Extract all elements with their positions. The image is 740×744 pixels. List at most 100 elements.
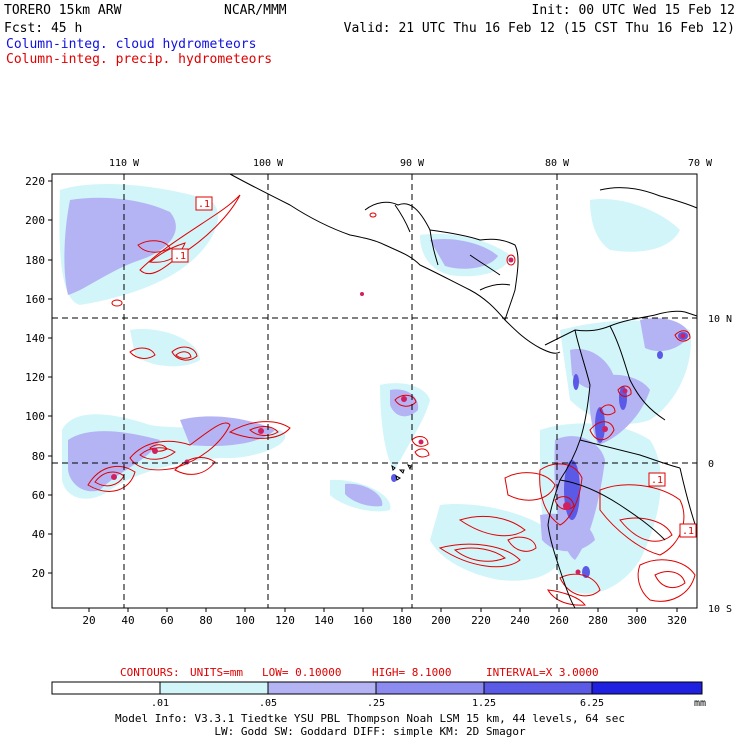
precip-contour xyxy=(171,346,198,361)
precip-contour xyxy=(394,394,417,407)
galapagos-islands xyxy=(391,464,412,481)
precip-contour xyxy=(599,404,616,416)
precip-contour xyxy=(111,299,123,307)
precip-contour xyxy=(249,426,279,436)
precip-core xyxy=(418,439,424,445)
contour-info: CONTOURS: UNITS=mm LOW= 0.10000 HIGH= 8.… xyxy=(120,666,599,679)
border-colombia-venezuela xyxy=(609,325,666,421)
lon-label-110w: 110 W xyxy=(109,158,140,169)
lon-label-80w: 80 W xyxy=(545,158,570,169)
precip-core xyxy=(563,502,571,510)
x-tick-label: 40 xyxy=(121,614,134,627)
precip-contour xyxy=(139,447,176,460)
colorbar-segment xyxy=(160,682,268,694)
y-tick-label: 120 xyxy=(25,371,45,384)
precip-contour xyxy=(369,212,377,218)
precip-contour xyxy=(228,421,291,439)
coastlines xyxy=(229,173,698,609)
contour-label-boxes: .1 .1 .1 .1 xyxy=(171,196,697,538)
precip-contour xyxy=(458,515,526,537)
precip-contour xyxy=(504,472,556,501)
lat-lon-grid xyxy=(52,174,697,608)
footer-model-info: Model Info: V3.3.1 Tiedtke YSU PBL Thomp… xyxy=(115,712,625,725)
y-tick-label: 180 xyxy=(25,254,45,267)
x-tick-label: 100 xyxy=(235,614,255,627)
contour-label: .1 xyxy=(174,251,186,262)
contour-label: .1 xyxy=(198,199,210,210)
x-tick-label: 140 xyxy=(314,614,334,627)
precip-contour xyxy=(617,385,632,397)
colorbar-label: 1.25 xyxy=(472,698,496,709)
y-axis-ticks xyxy=(48,180,52,574)
cloud-region xyxy=(430,238,498,269)
cuba-outline xyxy=(599,187,698,209)
map-plot-area: .1 .1 .1 .1 xyxy=(51,173,698,609)
precip-contour xyxy=(589,421,615,441)
cloud-region xyxy=(540,513,595,552)
header-model: TORERO 15km ARW xyxy=(4,3,122,18)
x-tick-label: 200 xyxy=(431,614,451,627)
coastline-venezuela xyxy=(654,310,698,317)
precip-contour xyxy=(139,194,241,275)
precip-contour xyxy=(539,463,583,526)
cloud-region xyxy=(640,318,690,352)
colorbar-label: .25 xyxy=(367,698,385,709)
precip-contour xyxy=(559,573,601,597)
coastline-central-america xyxy=(229,173,561,354)
x-tick-label: 80 xyxy=(199,614,212,627)
precip-contour xyxy=(87,465,136,492)
contour-info-units: UNITS=mm xyxy=(190,666,243,679)
header-fcst: Fcst: 45 h xyxy=(4,21,82,36)
top-longitude-labels: 110 W 100 W 90 W 80 W 70 W xyxy=(109,158,713,169)
cloud-region xyxy=(590,199,680,252)
lat-label-equator: 0 xyxy=(708,459,714,470)
cloud-region xyxy=(130,329,200,367)
colorbar-label: 6.25 xyxy=(580,698,604,709)
y-tick-label: 220 xyxy=(25,175,45,188)
precip-cores xyxy=(111,257,686,575)
lat-label-10n: 10 N xyxy=(708,314,732,325)
coastline-central-america-north xyxy=(364,201,519,321)
y-tick-label: 40 xyxy=(32,528,45,541)
border-honduras xyxy=(469,254,511,291)
colorbar-segment xyxy=(376,682,484,694)
cloud-region xyxy=(430,504,563,581)
precip-core xyxy=(508,257,514,263)
cloud-core xyxy=(573,374,579,390)
contour-info-high: HIGH= 8.1000 xyxy=(372,666,451,679)
y-tick-label: 200 xyxy=(25,214,45,227)
coastline-panama xyxy=(544,314,656,346)
precip-contour xyxy=(507,536,537,552)
colorbar-units: mm xyxy=(694,698,706,709)
header-field-cloud: Column-integ. cloud hydrometeors xyxy=(6,37,256,52)
contour-info-interval: INTERVAL=X 3.0000 xyxy=(486,666,599,679)
precip-contour xyxy=(547,589,586,606)
right-latitude-labels: 10 N 0 10 S xyxy=(708,314,732,615)
colorbar-segment xyxy=(592,682,702,694)
colorbar-label: .01 xyxy=(151,698,169,709)
precip-contour xyxy=(554,496,575,510)
lon-label-70w: 70 W xyxy=(688,158,713,169)
border-ecuador-peru xyxy=(559,479,666,541)
y-tick-label: 100 xyxy=(25,410,45,423)
cloud-core xyxy=(595,407,605,443)
precip-contour xyxy=(137,240,171,253)
y-tick-label: 160 xyxy=(25,293,45,306)
cloud-region xyxy=(64,197,176,295)
colorbar-segment xyxy=(484,682,592,694)
y-tick-label: 20 xyxy=(32,567,45,580)
contour-info-low: LOW= 0.10000 xyxy=(262,666,341,679)
x-tick-label: 180 xyxy=(392,614,412,627)
colorbar-segment xyxy=(268,682,376,694)
cloud-region xyxy=(68,431,160,492)
colorbar-segment xyxy=(52,682,160,694)
precip-contour xyxy=(674,330,691,342)
plot-frame xyxy=(51,173,698,609)
border-yucatan xyxy=(394,204,439,266)
x-tick-label: 120 xyxy=(275,614,295,627)
precip-contour xyxy=(637,559,696,602)
x-tick-label: 280 xyxy=(588,614,608,627)
header-valid: Valid: 21 UTC Thu 16 Feb 12 (15 CST Thu … xyxy=(344,21,735,36)
x-tick-label: 220 xyxy=(471,614,491,627)
